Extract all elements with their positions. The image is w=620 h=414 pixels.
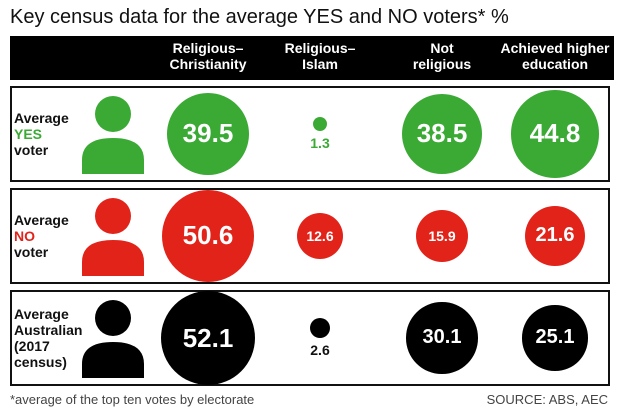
row-label-line: YES	[14, 126, 43, 142]
value-label: 12.6	[306, 227, 334, 244]
row-box	[10, 86, 610, 182]
bubble: 12.6	[296, 212, 344, 260]
row-label-line: voter	[14, 142, 49, 158]
column-header-bar	[10, 36, 614, 80]
column-header-line: Religious–	[284, 40, 356, 56]
column-header-line: Christianity	[169, 56, 247, 72]
column-header: Religious– Christianity	[143, 40, 273, 72]
value-label: 50.6	[182, 220, 234, 251]
bubble	[312, 116, 328, 132]
footnote: *average of the top ten votes by elector…	[10, 392, 255, 407]
value-label: 38.5	[416, 118, 468, 149]
value-label: 39.5	[182, 118, 234, 149]
value-label: 25.1	[535, 326, 575, 349]
person-head	[95, 300, 131, 336]
person-head	[95, 198, 131, 234]
bubble: 30.1	[406, 302, 478, 374]
value-label: 1.3	[310, 135, 330, 152]
row-box	[10, 188, 610, 284]
person-body	[82, 342, 144, 378]
person-body	[82, 138, 144, 174]
row-label: Average Australian (2017 census)	[14, 306, 84, 370]
source-credit: SOURCE: ABS, AEC	[486, 392, 608, 407]
row-label-line: NO	[14, 228, 35, 244]
value-label: 15.9	[428, 227, 456, 244]
column-header-line: religious	[412, 56, 472, 72]
column-header-line: Achieved higher	[500, 40, 610, 56]
column-header: Achieved higher education	[490, 40, 620, 72]
bubble	[309, 317, 331, 339]
row-label-line: voter	[14, 244, 49, 260]
bubble: 21.6	[524, 205, 586, 267]
column-header: Not religious	[377, 40, 507, 72]
person-body	[82, 240, 144, 276]
value-label: 44.8	[529, 118, 581, 149]
bubble: 50.6	[161, 189, 255, 283]
row-box	[10, 290, 610, 386]
bubble: 52.1	[161, 291, 255, 385]
bubble: 25.1	[522, 305, 588, 371]
row-label-line: census)	[14, 354, 67, 370]
bubble: 44.8	[511, 90, 599, 178]
value-label: 21.6	[535, 224, 575, 247]
person-icon	[82, 300, 144, 378]
row-label-line: Average	[14, 212, 69, 228]
bubble: 15.9	[416, 210, 468, 262]
column-header-line: Not	[430, 40, 454, 56]
row-label-line: Average	[14, 306, 69, 322]
column-header-line: Religious–	[172, 40, 244, 56]
row-label-line: Australian	[14, 322, 83, 338]
bubble: 39.5	[167, 93, 249, 175]
row-label: Average YES voter	[14, 110, 84, 158]
person-head	[95, 96, 131, 132]
row-label-line: Average	[14, 110, 69, 126]
value-label: 30.1	[422, 326, 462, 349]
person-icon	[82, 198, 144, 276]
bubble: 38.5	[401, 93, 483, 175]
value-label: 2.6	[310, 342, 330, 359]
column-header-line: Islam	[302, 56, 338, 72]
chart-title: Key census data for the average YES and …	[10, 6, 509, 28]
column-header: Religious– Islam	[255, 40, 385, 72]
row-label-line: (2017	[14, 338, 50, 354]
column-header-line: education	[521, 56, 589, 72]
row-label: Average NO voter	[14, 212, 84, 260]
person-icon	[82, 96, 144, 174]
value-label: 52.1	[182, 322, 234, 353]
